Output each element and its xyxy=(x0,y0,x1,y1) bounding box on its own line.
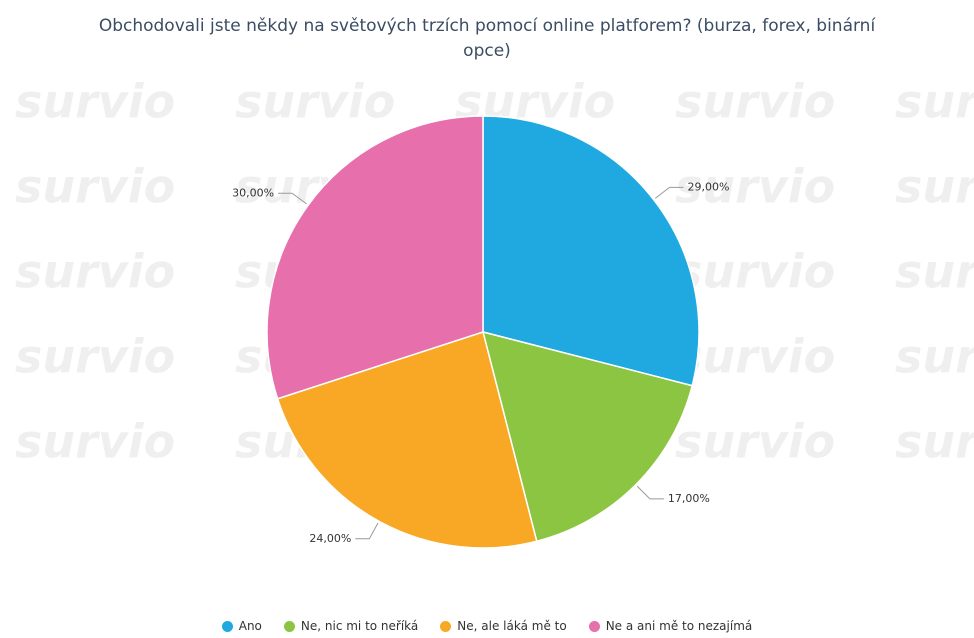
legend-label: Ano xyxy=(238,619,262,633)
watermark-text: survio xyxy=(235,75,395,129)
watermark-text: survio xyxy=(675,330,835,384)
watermark-text: survio xyxy=(15,75,175,129)
chart-title: Obchodovali jste někdy na světových trzí… xyxy=(98,16,876,61)
data-label: 24,00% xyxy=(309,532,351,545)
watermark-text: survio xyxy=(15,330,175,384)
pie-slice xyxy=(266,115,484,400)
legend-item[interactable]: Ne, ale láká mě to xyxy=(440,619,567,633)
legend-swatch xyxy=(588,620,600,632)
watermark-text: survio xyxy=(15,245,175,299)
legend-label: Ne, ale láká mě to xyxy=(457,619,567,633)
legend-label: Ne a ani mě to nezajímá xyxy=(605,619,753,633)
watermark-text: survio xyxy=(675,160,835,214)
pie-slice xyxy=(481,330,694,543)
legend-item[interactable]: Ne, nic mi to neříká xyxy=(283,619,419,633)
legend: Ano Ne, nic mi to neříká Ne, ale láká mě t… xyxy=(0,619,974,633)
leader-line xyxy=(278,192,307,205)
data-label: 30,00% xyxy=(232,186,274,199)
legend-item[interactable]: Ano xyxy=(221,619,262,633)
legend-swatch xyxy=(221,620,233,632)
watermark-text: survio xyxy=(895,415,974,469)
legend-swatch xyxy=(440,620,452,632)
pie-slice xyxy=(482,115,700,387)
pie-slice xyxy=(276,331,538,549)
legend-label: Ne, nic mi to neříká xyxy=(300,619,419,633)
data-label: 29,00% xyxy=(687,180,729,193)
watermark-text: survio xyxy=(675,75,835,129)
leader-line xyxy=(654,186,684,199)
leader-line xyxy=(355,522,379,540)
watermark-text: survio xyxy=(15,160,175,214)
watermark-text: survio xyxy=(15,415,175,469)
leader-line xyxy=(636,485,664,500)
watermark-text: survio xyxy=(895,245,974,299)
watermark-text: survio xyxy=(895,75,974,129)
legend-item[interactable]: Ne a ani mě to nezajímá xyxy=(588,619,753,633)
legend-swatch xyxy=(283,620,295,632)
watermark-text: survio xyxy=(895,160,974,214)
watermark-text: survio xyxy=(675,245,835,299)
data-label: 17,00% xyxy=(668,492,710,505)
watermark-text: survio xyxy=(675,415,835,469)
watermark-text: survio xyxy=(895,330,974,384)
